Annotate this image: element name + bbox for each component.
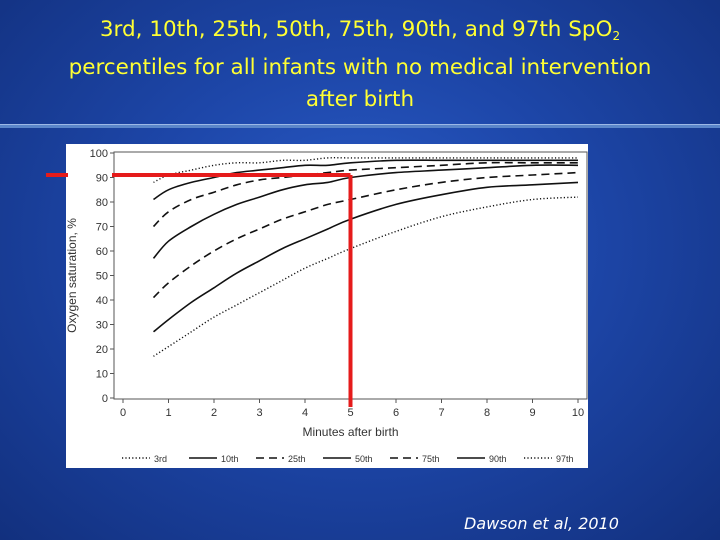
x-tick-label: 6 — [393, 407, 399, 419]
series-line-25th — [152, 171, 579, 299]
y-tick-label: 30 — [96, 320, 108, 332]
y-tick-label: 90 — [96, 173, 108, 185]
y-tick-label: 50 — [96, 271, 108, 283]
x-tick-label: 7 — [438, 407, 444, 419]
series-line-75th — [152, 161, 578, 228]
legend-label-90th: 90th — [489, 454, 507, 464]
legend-label-97th: 97th — [556, 454, 574, 464]
y-tick-label: 100 — [90, 148, 108, 160]
legend-label-25th: 25th — [288, 454, 306, 464]
title-line-1-text: 3rd, 10th, 25th, 50th, 75th, 90th, and 9… — [99, 17, 613, 42]
percentile-chart: 0 10 20 30 40 50 60 70 80 90 100 0 1 2 3 4 5 6 7 8 9 10 Minute… — [66, 148, 588, 464]
legend-label-3rd: 3rd — [154, 454, 167, 464]
title-subscript: 2 — [612, 29, 621, 43]
x-tick-label: 3 — [256, 407, 262, 419]
series-line-90th — [153, 159, 578, 201]
x-tick-label: 0 — [120, 407, 126, 419]
series-line-97th — [153, 157, 578, 184]
title-line-2: percentiles for all infants with no medi… — [68, 55, 652, 80]
x-tick-label: 8 — [484, 407, 490, 419]
slide-title: 3rd, 10th, 25th, 50th, 75th, 90th, and 9… — [0, 14, 720, 116]
legend-label-75th: 75th — [422, 454, 440, 464]
y-tick-label: 80 — [96, 197, 108, 209]
title-line-3: after birth — [305, 87, 415, 112]
y-tick-label: 20 — [96, 344, 108, 356]
reference-line-horizontal-extension — [46, 173, 68, 178]
series-line-50th — [152, 164, 579, 259]
legend-label-50th: 50th — [355, 454, 373, 464]
x-axis-label: Minutes after birth — [302, 425, 398, 439]
title-divider — [0, 124, 720, 128]
y-tick-label: 60 — [96, 246, 108, 258]
series-line-10th — [153, 181, 579, 333]
y-tick-label: 40 — [96, 295, 108, 307]
series-line-3rd — [153, 196, 579, 357]
citation: Dawson et al, 2010 — [464, 514, 619, 533]
legend-label-10th: 10th — [221, 454, 239, 464]
x-tick-label: 4 — [302, 407, 308, 419]
x-tick-label: 10 — [572, 407, 584, 419]
chart-panel: 0 10 20 30 40 50 60 70 80 90 100 0 1 2 3 4 5 6 7 8 9 10 Minute… — [66, 144, 588, 468]
title-line-1: 3rd, 10th, 25th, 50th, 75th, 90th, and 9… — [0, 14, 720, 52]
x-tick-label: 1 — [165, 407, 171, 419]
y-tick-label: 70 — [96, 222, 108, 234]
x-tick-label: 9 — [529, 407, 535, 419]
x-tick-label: 5 — [347, 407, 353, 419]
x-tick-label: 2 — [211, 407, 217, 419]
y-axis-label: Oxygen saturation, % — [66, 218, 79, 333]
y-tick-label: 0 — [102, 393, 108, 405]
y-tick-label: 10 — [96, 369, 108, 381]
